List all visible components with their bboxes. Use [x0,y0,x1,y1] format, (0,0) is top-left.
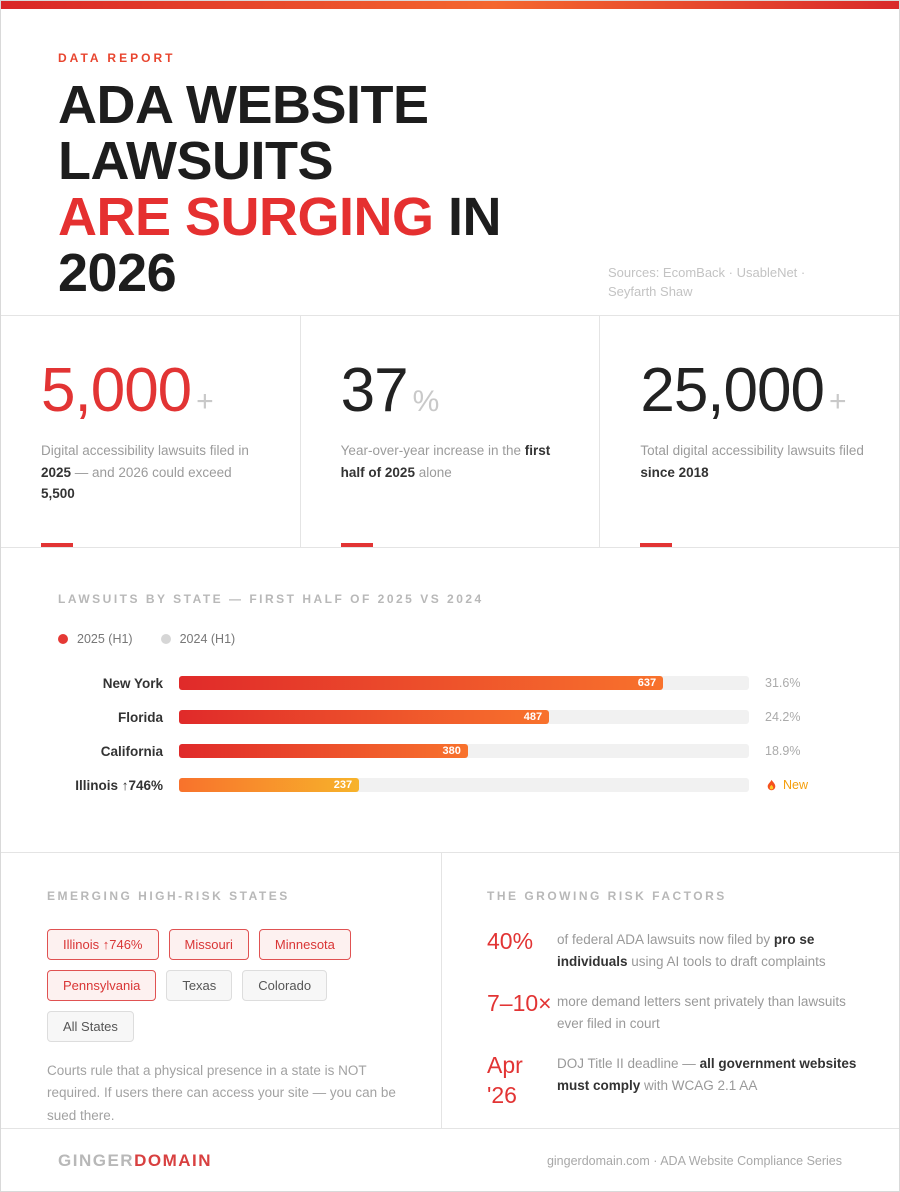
chart-heading: LAWSUITS BY STATE — FIRST HALF OF 2025 V… [58,592,484,606]
page-title: ADA WEBSITE LAWSUITS ARE SURGING IN 2026 [58,77,899,301]
stat-accent-underline [640,543,673,547]
stat-description: Total digital accessibility lawsuits fil… [640,443,864,480]
stat-value: 37% [341,360,570,422]
top-gradient-bar [1,1,899,9]
risk-description: of federal ADA lawsuits now filed by pro… [557,932,826,969]
bar-category-label: Illinois ↑746% [75,777,163,793]
risk-description: DOJ Title II deadline — all government w… [557,1056,857,1093]
title-line-2: LAWSUITS [58,131,334,191]
title-line-3: ARE SURGING IN [58,187,502,247]
bar-right-text: 24.2% [765,710,801,724]
bar-right-label: 18.9% [765,744,800,758]
bar-fill: 237 [179,778,360,792]
chart-bar-row: California 380 18.9% [58,734,899,768]
stat-card: 5,000 + Digital accessibility lawsuits fi… [1,316,301,547]
state-chip[interactable]: Minnesota [258,929,351,960]
chart-bar-row: New York 637 31.6% [58,666,899,700]
risk-factors-panel: THE GROWING RISK FACTORS 40% of federal … [442,853,899,1128]
bar-chart: New York 637 31.6% Florida 487 [58,666,899,802]
bar-right-text: New [783,778,809,792]
brand-gray-part: GINGER [58,1151,135,1170]
bar-category-label: New York [102,675,163,691]
risk-stat: 7–10× [487,990,552,1017]
bar-right-text: 31.6% [765,676,801,690]
report-eyebrow: DATA REPORT [58,51,176,65]
brand-logo: GINGERDOMAIN [58,1151,212,1171]
risk-stat: 40% [487,928,534,954]
bar-category-label: Florida [117,709,163,725]
risk-stat: Apr '26 [487,1052,523,1109]
bar-track: 380 [179,744,749,758]
stat-card: 37% Year-over-year increase in the first… [301,316,601,547]
bar-right-label: 24.2% [765,710,800,724]
stats-row: 5,000 + Digital accessibility lawsuits fi… [1,316,899,548]
emerging-states-panel: EMERGING HIGH-RISK STATES Illinois ↑746%… [1,853,442,1128]
bar-fill: 380 [179,744,468,758]
sources-note: Sources: EcomBack · UsableNet · Seyfarth… [608,265,806,299]
state-chip[interactable]: Illinois ↑746% [47,929,159,960]
stat-description: Year-over-year increase in the first hal… [340,443,551,480]
bar-value-label: 380 [442,745,461,757]
bar-value-label: 637 [637,677,657,689]
state-chip[interactable]: Texas [166,970,233,1001]
risk-item: 7–10× more demand letters sent privately… [487,989,869,1034]
title-line-1: ADA WEBSITE [58,75,429,135]
risks-heading: THE GROWING RISK FACTORS [487,889,727,903]
bar-right-label: 31.6% [765,676,800,690]
bar-right-text: 18.9% [765,744,801,758]
risk-item: Apr '26 DOJ Title II deadline — all gove… [487,1051,869,1111]
stat-value: 5,000 + [41,360,270,422]
legend-item: 2024 (H1) [160,632,236,646]
bar-value-label: 237 [333,779,353,791]
bar-category-label: California [100,743,163,759]
legend-dot-icon [160,634,171,644]
page-footer: GINGERDOMAIN gingerdomain.com · ADA Webs… [1,1129,899,1191]
flame-icon [767,779,776,790]
stat-accent-underline [340,543,373,547]
state-chip[interactable]: All States [47,1011,134,1042]
bar-track: 637 [179,676,749,690]
risk-items: 40% of federal ADA lawsuits now filed by… [487,927,869,1111]
stat-accent-underline [41,543,73,547]
legend-dot-icon [58,634,68,644]
emerging-heading: EMERGING HIGH-RISK STATES [47,889,290,903]
stat-description: Digital accessibility lawsuits filed in … [41,443,249,502]
stat-number: 5,000 [41,356,192,425]
report-header: DATA REPORT ADA WEBSITE LAWSUITS ARE SUR… [1,9,899,316]
brand-red-part: DOMAIN [134,1151,213,1170]
title-line-4: 2026 [58,243,177,303]
chart-bar-row: Illinois ↑746% 237 New [58,768,899,802]
bar-right-label: New [765,778,808,793]
stat-suffix: + [196,385,214,418]
legend-item: 2025 (H1) [58,632,133,646]
stat-value: 25,000 + [640,360,869,422]
state-chip[interactable]: Pennsylvania [47,970,157,1001]
bar-value-label: 487 [523,711,543,723]
stat-number: 37 [340,356,409,425]
state-chips: Illinois ↑746% Missouri Minnesota Pennsy… [47,929,407,1042]
bar-fill: 637 [179,676,664,690]
state-chip[interactable]: Missouri [168,929,249,960]
stat-suffix: % [412,385,440,418]
chart-legend: 2025 (H1) 2024 (H1) [58,632,899,646]
stat-card: 25,000 + Total digital accessibility laws… [600,316,899,547]
risk-description: more demand letters sent privately than … [557,994,846,1031]
state-chip[interactable]: Colorado [242,970,328,1001]
stat-suffix: + [828,385,847,418]
legend-label: 2025 (H1) [77,632,133,646]
bottom-columns: EMERGING HIGH-RISK STATES Illinois ↑746%… [1,853,899,1129]
bar-track: 237 [179,778,749,792]
stat-number: 25,000 [640,356,825,425]
jurisdiction-note: Courts rule that a physical presence in … [47,1063,396,1123]
footer-tagline: gingerdomain.com · ADA Website Complianc… [546,1154,842,1168]
bar-track: 487 [179,710,749,724]
legend-label: 2024 (H1) [179,632,236,646]
lawsuits-chart-section: LAWSUITS BY STATE — FIRST HALF OF 2025 V… [1,548,899,853]
bar-fill: 487 [179,710,550,724]
risk-item: 40% of federal ADA lawsuits now filed by… [487,927,869,972]
chart-bar-row: Florida 487 24.2% [58,700,899,734]
